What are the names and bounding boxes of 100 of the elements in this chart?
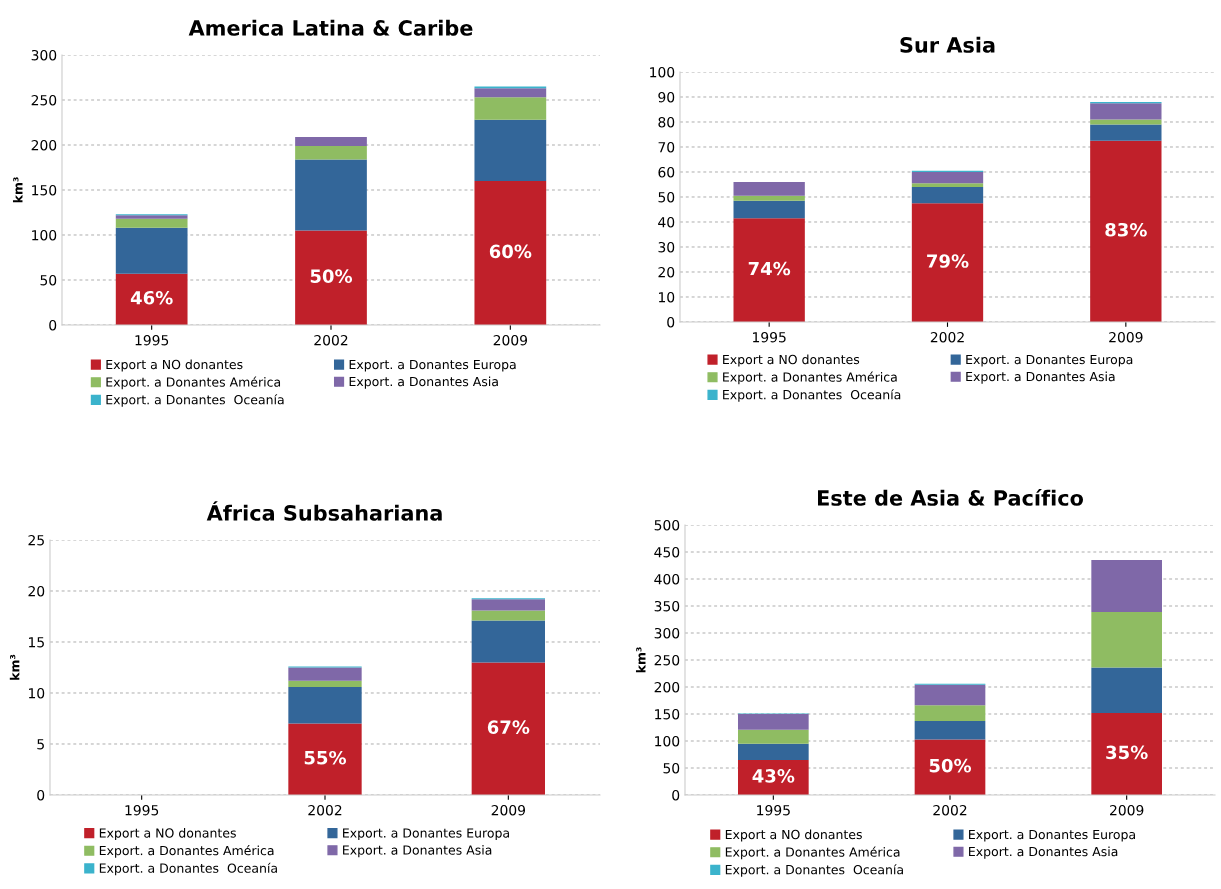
bar [295,145,367,160]
y-tick-label: 0 [37,789,45,801]
bar [471,599,545,611]
legend-label: Export. a Donantes Asia [969,846,1118,859]
chart-title: Este de Asia & Pacífico [818,488,1084,506]
y-tick-label: 0 [672,789,680,801]
y-tick-label: 250 [654,654,680,666]
x-tick-label: 2002 [933,804,967,816]
y-tick-label: 50 [663,762,680,774]
legend-label: Export. a Donantes Oceanía [723,389,901,402]
x-tick-label: 1995 [753,331,786,343]
annotation: 46% [130,290,173,305]
bar [288,686,362,724]
bar [1090,103,1162,120]
bar [471,610,545,621]
chart-title: Sur Asia [900,36,995,53]
bar [738,714,809,730]
x-tick-label: 2009 [493,334,528,346]
legend-label: Export. a Donantes América [725,846,900,860]
bar [288,680,362,687]
legend-label: Export. a Donantes América [99,845,274,858]
bar [1090,124,1162,141]
y-tick-label: 50 [40,274,57,286]
bar [1090,140,1162,322]
bar [733,195,805,201]
y-tick-label: 150 [32,184,57,196]
bar [914,705,986,722]
bar [115,273,188,325]
x-tick-label: 2009 [1110,804,1144,816]
bar [1091,560,1162,612]
x-tick-label: 2009 [1109,331,1143,343]
bar [911,172,984,184]
legend-label: Export. a Donantes Oceanía [99,862,277,876]
bar [1091,667,1162,713]
bar [1091,611,1162,668]
annotation: 35% [1106,745,1148,760]
y-tick-label: 500 [654,519,680,531]
legend-label: Export. a Donantes Europa [343,828,509,841]
bar [471,620,545,663]
bar [288,723,362,795]
bar [474,88,547,98]
y-tick-label: 40 [658,216,675,228]
bar [474,119,547,181]
y-tick-label: 0 [49,319,57,331]
y-tick-label: 150 [655,708,680,720]
bar [911,183,984,187]
y-tick-label: 15 [28,637,44,648]
x-tick-label: 1995 [757,804,790,816]
annotation: 83% [1105,222,1147,237]
y-tick-label: 20 [28,585,45,597]
x-tick-label: 2002 [930,331,964,343]
y-tick-label: 300 [31,49,57,61]
bar [914,739,986,795]
bar [474,97,547,120]
annotation: 50% [929,758,972,773]
x-tick-label: 1995 [125,804,159,816]
legend-label: Export. a Donantes Asia [966,371,1115,384]
bar [733,218,805,322]
y-tick-label: 10 [658,291,675,303]
legend-label: Export a NO donantes [106,359,243,372]
bar [295,230,367,325]
y-tick-label: 80 [658,116,675,128]
y-tick-label: 90 [658,91,675,103]
chart-title: África Subsahariana [206,501,442,521]
legend-label: Export. a Donantes Asia [349,376,498,389]
legend-label: Export. a Donantes Europa [349,359,516,372]
bar [738,729,809,744]
y-tick-label: 70 [658,141,675,153]
legend-label: Export. a Donantes Oceanía [106,394,284,407]
bar [115,227,188,274]
y-tick-label: 450 [654,546,680,558]
legend-label: Export a NO donantes [725,829,862,842]
y-tick-label: 250 [31,94,57,106]
x-tick-label: 2009 [491,804,526,816]
bar [911,187,984,204]
y-tick-label: 20 [658,266,675,278]
y-tick-label: 100 [655,735,680,747]
x-tick-label: 2002 [314,334,348,346]
y-tick-label: 200 [654,681,680,693]
x-tick-label: 1995 [135,334,169,346]
annotation: 67% [487,720,530,734]
y-tick-label: 100 [650,66,675,78]
y-tick-label: 25 [28,534,44,546]
bar [474,181,547,325]
y-axis-title: km³ [635,647,646,673]
y-axis-title: km³ [9,654,20,680]
bar [295,136,367,146]
annotation: 79% [927,254,969,268]
bar [115,218,188,228]
y-tick-label: 200 [31,139,57,151]
legend-label: Export. a Donantes Asia [343,845,492,858]
chart-title: America Latina & Caribe [188,19,473,36]
y-tick-label: 50 [658,191,675,203]
bar [914,684,986,706]
y-tick-label: 400 [654,573,680,585]
bar [471,662,545,795]
annotation: 60% [489,244,532,259]
bar [911,203,984,322]
legend-label: Export a NO donantes [723,354,860,367]
annotation: 55% [304,750,347,765]
